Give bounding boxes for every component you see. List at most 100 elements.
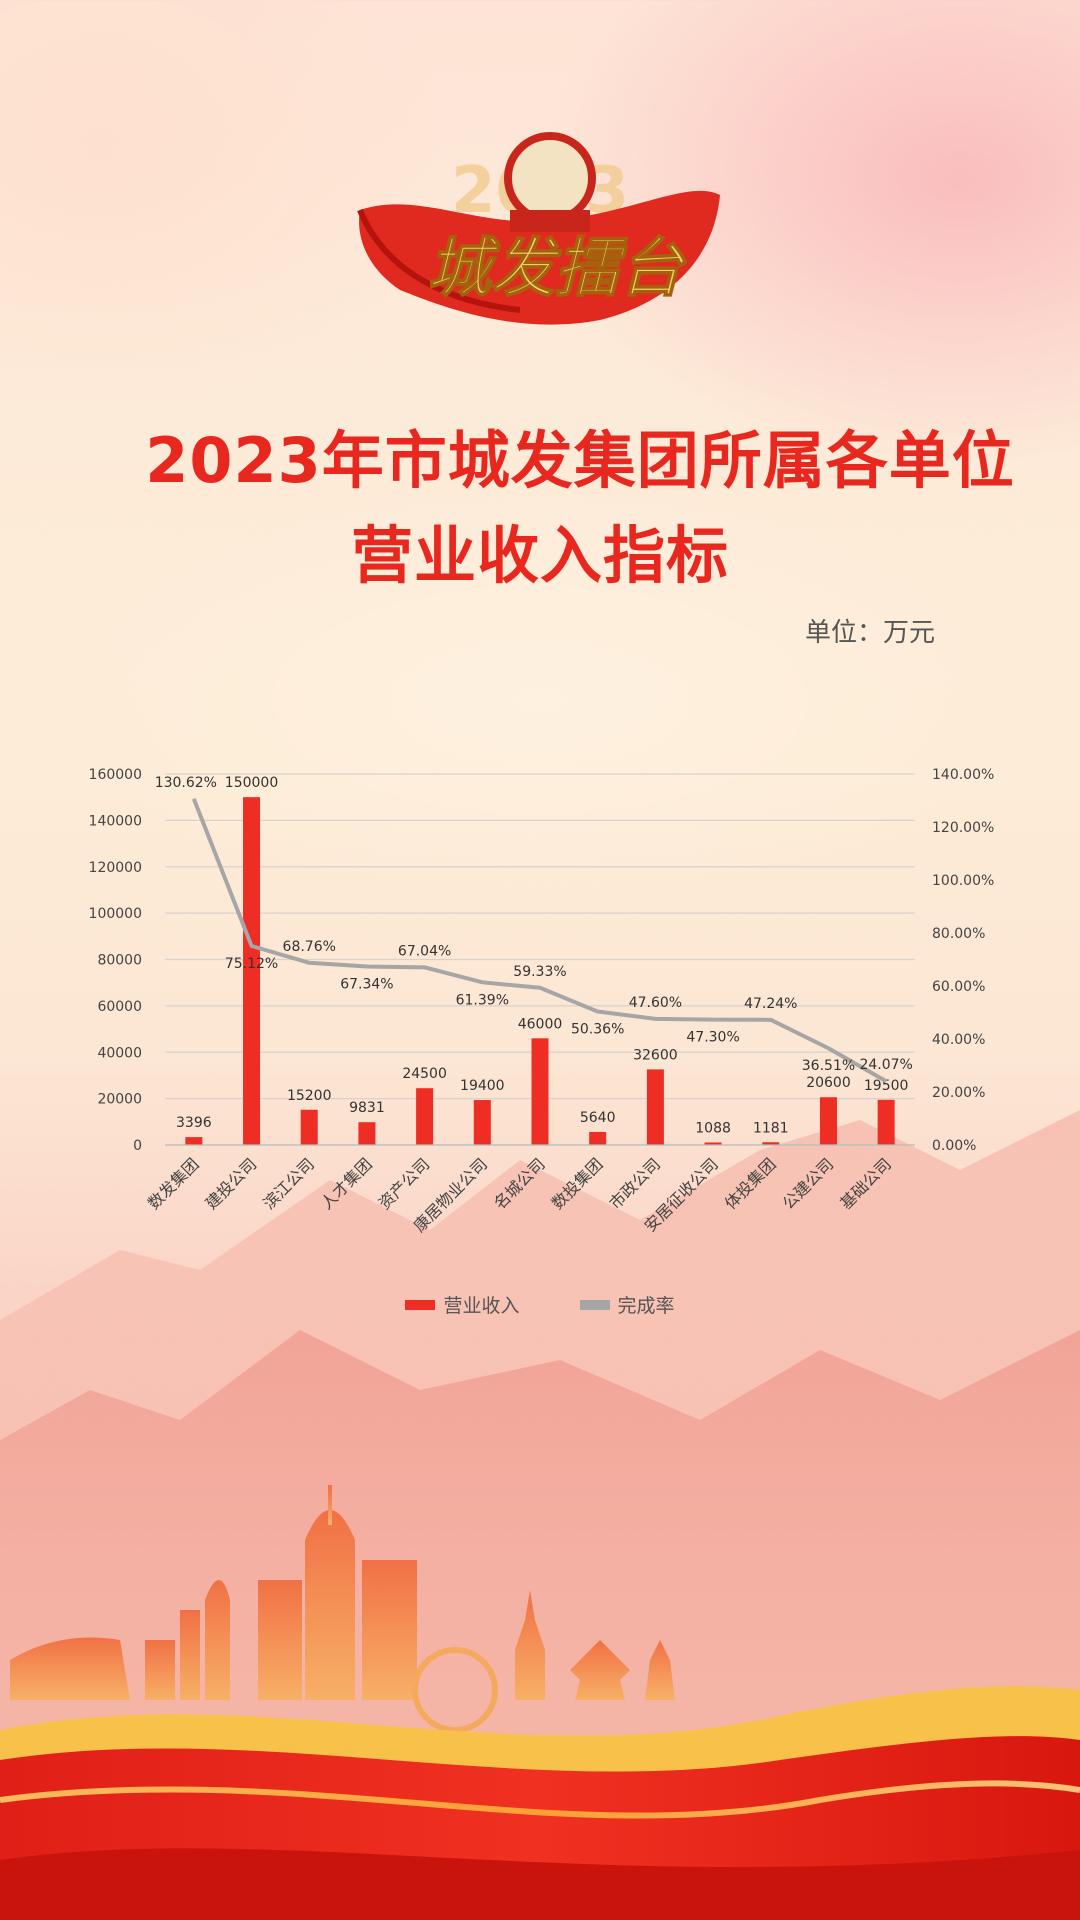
y-left-tick-label: 80000 (97, 953, 142, 969)
x-tick-label: 数投集团 (548, 1154, 607, 1213)
legend-label-revenue: 营业收入 (443, 1295, 520, 1317)
y-left-tick-label: 60000 (97, 999, 142, 1015)
bar-数投集团 (589, 1131, 607, 1145)
rate-value-label: 130.62% (155, 775, 217, 791)
completion-rate-point (712, 1019, 714, 1021)
bar-value-label: 1088 (695, 1120, 731, 1136)
y-right-tick-label: 40.00% (932, 1032, 985, 1048)
rate-value-label: 67.04% (398, 943, 451, 959)
rate-value-label: 47.60% (629, 995, 682, 1011)
bar-康居物业公司 (473, 1100, 491, 1145)
bar-滨江公司 (300, 1109, 318, 1145)
bar-建投公司 (243, 797, 261, 1145)
y-right-tick-label: 80.00% (932, 926, 985, 942)
bar-value-label: 32600 (633, 1047, 678, 1063)
bar-value-label: 19500 (864, 1078, 909, 1094)
y-left-tick-label: 140000 (89, 813, 142, 829)
chart-legend: 营业收入 完成率 (0, 1291, 1080, 1318)
x-tick-label: 数发集团 (144, 1154, 203, 1213)
y-right-tick-label: 100.00% (932, 873, 994, 889)
y-right-tick-label: 120.00% (932, 820, 994, 836)
y-right-tick-label: 60.00% (932, 979, 985, 995)
rate-value-label: 67.34% (340, 977, 393, 993)
rate-value-label: 75.12% (225, 956, 278, 972)
x-tick-label: 名城公司 (490, 1154, 549, 1213)
legend-item-revenue: 营业收入 (405, 1291, 520, 1318)
y-left-tick-label: 160000 (89, 767, 142, 783)
x-tick-label: 建投公司 (202, 1154, 261, 1213)
completion-rate-point (539, 987, 541, 989)
revenue-chart: 0 20000 40000 60000 80000 100000 120000 140000 1… (89, 767, 995, 1236)
y-left-tick-label: 20000 (97, 1092, 142, 1108)
x-axis: 数发集团建投公司滨江公司人才集团资产公司康居物业公司名城公司数投集团市政公司安居… (144, 1144, 915, 1236)
completion-rate-point (424, 966, 426, 968)
bar-value-label: 46000 (518, 1016, 563, 1032)
legend-swatch-revenue (405, 1299, 436, 1310)
completion-rate-labels: 130.62% 75.12% 68.76% 67.34% 67.04% 61.39%59.… (155, 775, 913, 1074)
bar-value-label: 150000 (225, 775, 278, 791)
legend-swatch-rate (579, 1299, 610, 1310)
completion-rate-point (481, 981, 483, 983)
y-right-tick-label: 20.00% (932, 1085, 985, 1101)
event-logo: 2023 城发擂台 (357, 132, 720, 325)
revenue-bars (185, 797, 895, 1145)
bar-value-label: 24500 (402, 1066, 447, 1082)
rate-value-label: 59.33% (513, 964, 566, 980)
completion-rate-line (191, 798, 888, 1083)
x-tick-label: 滨江公司 (259, 1154, 318, 1213)
completion-rate-point (251, 945, 253, 947)
page-title-line2: 营业收入指标 (350, 519, 729, 592)
completion-rate-point (597, 1011, 599, 1013)
completion-rate-point (193, 798, 195, 800)
y-left-tick-label: 120000 (89, 860, 142, 876)
bar-市政公司 (646, 1069, 664, 1145)
bar-安居征收公司 (704, 1142, 722, 1145)
legend-item-rate: 完成率 (579, 1291, 675, 1318)
x-tick-label: 体投集团 (721, 1154, 780, 1213)
rate-value-label: 36.51% (802, 1058, 855, 1074)
rate-value-label: 61.39% (456, 992, 509, 1008)
completion-rate-point (827, 1047, 829, 1049)
completion-rate-point (308, 962, 310, 964)
x-tick-label: 人才集团 (317, 1154, 376, 1213)
completion-rate-point (885, 1080, 887, 1082)
bar-名城公司 (531, 1038, 549, 1145)
bar-体投集团 (762, 1142, 780, 1145)
bar-基础公司 (877, 1099, 895, 1145)
bar-value-label: 9831 (349, 1100, 385, 1116)
rate-value-label: 47.30% (686, 1030, 739, 1046)
bar-资产公司 (416, 1088, 434, 1145)
bar-value-label: 3396 (176, 1115, 212, 1131)
x-tick-label: 市政公司 (606, 1154, 665, 1213)
completion-rate-point (654, 1018, 656, 1020)
y-axis-right: 0.00% 20.00% 40.00% 60.00% 80.00% 100.00% 120.… (932, 767, 994, 1154)
y-left-tick-label: 100000 (89, 906, 142, 922)
legend-label-rate: 完成率 (617, 1295, 675, 1317)
rate-value-label: 50.36% (571, 1022, 624, 1038)
rate-value-label: 24.07% (859, 1057, 912, 1073)
unit-label: 单位：万元 (805, 618, 936, 648)
bar-value-label: 5640 (580, 1110, 616, 1126)
x-tick-label: 公建公司 (779, 1154, 838, 1213)
y-axis-left: 0 20000 40000 60000 80000 100000 120000 140000 1… (89, 767, 142, 1154)
completion-rate-point (770, 1019, 772, 1021)
bar-value-label: 1181 (753, 1120, 789, 1136)
bar-value-label: 19400 (460, 1078, 505, 1094)
bar-value-label: 15200 (287, 1088, 332, 1104)
y-right-tick-label: 0.00% (932, 1138, 976, 1154)
rate-value-label: 68.76% (283, 939, 336, 955)
bar-value-label: 20600 (806, 1075, 851, 1091)
logo-text: 城发擂台 (427, 231, 687, 306)
revenue-bar-labels: 3396 150000 15200 9831 24500 19400 46000 5640 32… (176, 775, 908, 1136)
x-tick-label: 资产公司 (375, 1154, 434, 1213)
bar-公建公司 (819, 1097, 837, 1145)
completion-rate-point (366, 966, 368, 968)
x-tick-label: 基础公司 (836, 1154, 895, 1213)
y-left-tick-label: 40000 (97, 1045, 142, 1061)
page-title-line1: 2023年市城发集团所属各单位 (145, 424, 1015, 497)
bar-数发集团 (185, 1137, 203, 1145)
y-left-tick-label: 0 (133, 1138, 142, 1154)
bar-人才集团 (358, 1122, 376, 1145)
rate-value-label: 47.24% (744, 996, 797, 1012)
